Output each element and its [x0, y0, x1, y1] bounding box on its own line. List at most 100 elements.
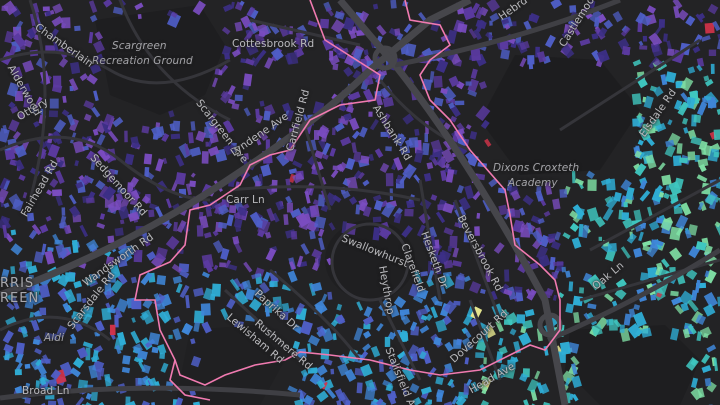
building	[249, 57, 260, 67]
building	[124, 130, 128, 143]
building	[553, 261, 564, 267]
building	[310, 282, 323, 293]
building	[130, 276, 137, 284]
building	[96, 222, 106, 229]
building	[332, 333, 337, 341]
building	[175, 172, 186, 186]
building	[687, 66, 696, 74]
building	[448, 102, 455, 109]
building	[201, 151, 209, 164]
building	[295, 388, 307, 400]
road-label-cottesbrook[interactable]: Cottesbrook Rd	[232, 38, 315, 50]
building	[634, 150, 642, 159]
building	[224, 259, 232, 269]
building	[45, 215, 52, 222]
building	[255, 114, 264, 124]
building	[227, 143, 237, 153]
building	[31, 294, 44, 306]
building	[47, 247, 54, 252]
building	[300, 369, 309, 378]
building	[20, 325, 29, 338]
building	[91, 106, 101, 118]
poi-label-aldi[interactable]: Aldi	[44, 332, 65, 344]
road-label-carr-ln[interactable]: Carr Ln	[226, 194, 265, 206]
building	[132, 343, 143, 354]
building	[380, 85, 393, 99]
building	[475, 352, 485, 359]
building	[137, 357, 144, 364]
building	[707, 3, 719, 15]
building	[379, 162, 390, 173]
building	[48, 110, 58, 118]
building	[201, 254, 214, 269]
building	[44, 250, 55, 265]
building	[26, 212, 35, 222]
building	[88, 0, 98, 13]
building	[370, 345, 381, 358]
building	[213, 264, 219, 271]
building	[330, 169, 339, 179]
building	[352, 69, 362, 80]
building	[207, 146, 220, 157]
building	[40, 358, 51, 364]
building	[304, 191, 311, 204]
building	[363, 306, 373, 318]
building	[548, 233, 557, 239]
building	[456, 23, 468, 33]
building	[663, 192, 670, 200]
building	[141, 125, 150, 134]
building	[69, 118, 79, 132]
road-label-broad-ln[interactable]: Broad Ln	[22, 385, 70, 397]
road-major-east-lancs	[0, 0, 472, 299]
building	[374, 148, 384, 159]
building	[95, 180, 106, 191]
building	[33, 120, 40, 128]
building	[568, 281, 574, 292]
building	[509, 328, 517, 336]
building	[442, 202, 455, 214]
road-minor	[229, 185, 421, 202]
building	[85, 392, 92, 400]
road-minor	[378, 299, 422, 381]
building	[48, 378, 57, 388]
building	[212, 230, 219, 237]
building	[49, 178, 59, 188]
building	[530, 389, 538, 401]
building	[447, 378, 454, 387]
building	[109, 324, 116, 336]
building	[185, 183, 192, 196]
road-oak-ln	[547, 247, 720, 343]
building	[518, 332, 532, 346]
building	[352, 151, 362, 163]
building	[430, 139, 443, 153]
building	[158, 310, 170, 324]
building	[485, 32, 494, 40]
building	[697, 202, 704, 211]
building	[85, 197, 95, 204]
ward-boundary	[134, 0, 561, 401]
building	[479, 243, 486, 250]
building	[444, 341, 454, 352]
building	[38, 284, 51, 299]
building	[170, 133, 181, 140]
building	[193, 287, 204, 297]
building	[696, 57, 705, 68]
building	[53, 75, 62, 88]
building	[423, 304, 431, 313]
building	[343, 66, 354, 77]
building	[33, 96, 43, 110]
building	[217, 221, 228, 229]
building	[536, 186, 542, 193]
building	[478, 383, 489, 392]
building	[561, 266, 567, 273]
building	[687, 324, 697, 335]
building	[292, 160, 303, 169]
building	[345, 157, 356, 170]
building	[478, 322, 490, 332]
building	[569, 393, 574, 401]
building	[229, 278, 241, 292]
building	[114, 227, 124, 237]
building	[642, 96, 647, 103]
